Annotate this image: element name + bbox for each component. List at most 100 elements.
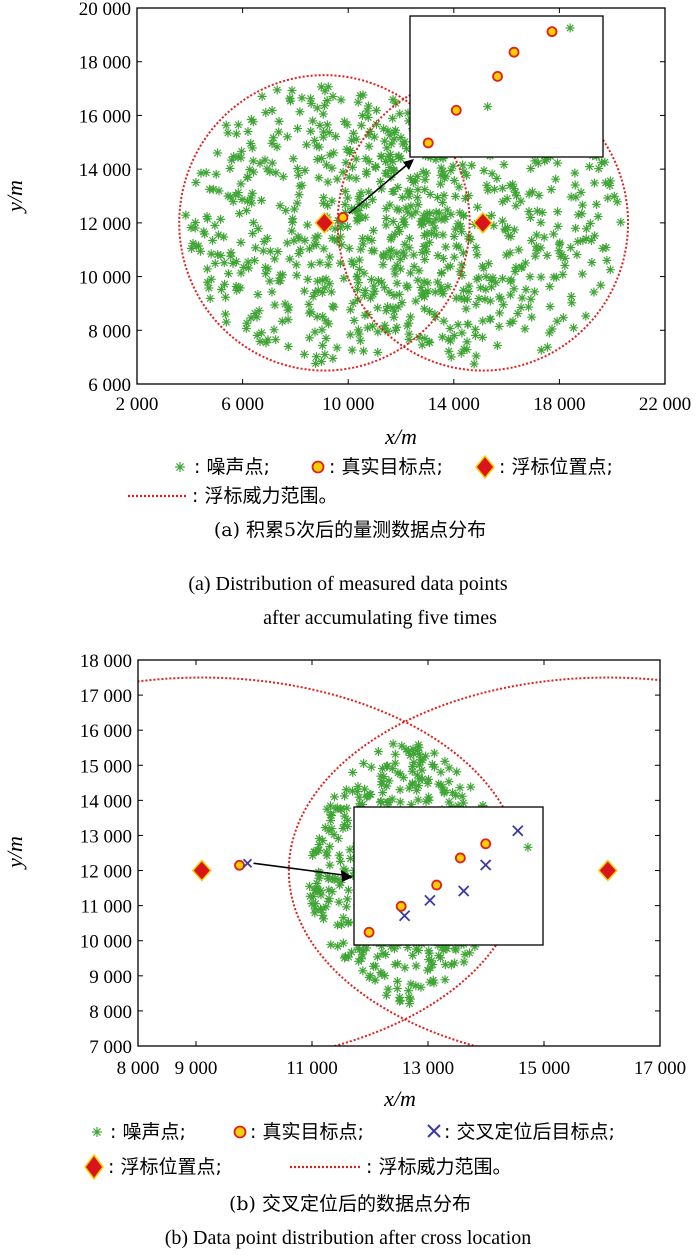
noise-point [437, 782, 447, 792]
noise-point [425, 338, 435, 348]
noise-point [292, 270, 302, 280]
noise-point [313, 885, 323, 895]
legend-b-buoy-symbol [84, 1153, 104, 1181]
noise-point [295, 245, 305, 255]
noise-point [270, 254, 280, 264]
buoy-marker [191, 859, 212, 882]
noise-point [601, 242, 611, 252]
noise-point [412, 785, 422, 795]
legend-true-target-symbol [311, 460, 325, 474]
noise-point [368, 289, 378, 299]
noise-point [355, 945, 365, 955]
inset-noise-point [483, 102, 493, 112]
noise-point [458, 285, 468, 295]
noise-point [299, 286, 309, 296]
noise-point [205, 184, 215, 194]
noise-point [439, 316, 449, 326]
noise-point [551, 174, 561, 184]
noise-point [446, 352, 456, 362]
noise-point [552, 158, 562, 168]
y-tick-label: 8 000 [88, 321, 131, 342]
x-tick-label: 17 000 [634, 1058, 686, 1079]
noise-point [558, 270, 568, 280]
inset-noise-point [523, 842, 533, 852]
noise-point [505, 290, 515, 300]
noise-point [328, 91, 338, 101]
noise-point [344, 172, 354, 182]
panel-a-plot-frame [136, 7, 666, 385]
noise-point [436, 268, 446, 278]
noise-point [208, 235, 218, 245]
noise-point [400, 239, 410, 249]
noise-point [273, 247, 283, 257]
noise-point [340, 200, 350, 210]
noise-point [460, 949, 470, 959]
noise-point [433, 277, 443, 287]
y-tick-label: 11 000 [80, 897, 132, 918]
noise-point [455, 783, 465, 793]
noise-point [545, 302, 555, 312]
noise-point [366, 762, 376, 772]
noise-point [419, 231, 429, 241]
noise-point [326, 940, 336, 950]
y-tick-label: 10 000 [79, 268, 131, 289]
noise-point [442, 944, 452, 954]
noise-point [206, 274, 216, 284]
noise-point [411, 944, 421, 954]
noise-point [278, 172, 288, 182]
inset-true-target [395, 900, 407, 912]
noise-point [596, 280, 606, 290]
noise-point [414, 749, 424, 759]
noise-point [478, 316, 488, 326]
noise-point [605, 265, 615, 275]
noise-point [367, 246, 377, 256]
noise-point [202, 212, 212, 222]
noise-point [304, 299, 314, 309]
noise-point [378, 788, 388, 798]
inset-cross-target [512, 825, 524, 837]
noise-point [464, 286, 474, 296]
noise-point [589, 287, 599, 297]
x-tick-label: 22 000 [639, 394, 691, 415]
noise-point [341, 158, 351, 168]
noise-point [445, 324, 455, 334]
noise-point [498, 300, 508, 310]
noise-point [267, 158, 277, 168]
noise-point [457, 328, 467, 338]
caption-a-en-line1: (a) Distribution of measured data points [188, 573, 508, 595]
noise-point [282, 238, 292, 248]
noise-point [436, 767, 446, 777]
noise-point [370, 975, 380, 985]
noise-point [295, 181, 305, 191]
noise-point [358, 234, 368, 244]
noise-point [319, 244, 329, 254]
noise-point [253, 290, 263, 300]
noise-point [499, 160, 509, 170]
noise-point [413, 185, 423, 195]
y-tick-label: 12 000 [80, 862, 132, 883]
noise-point [321, 316, 331, 326]
noise-point [216, 214, 226, 224]
noise-point [433, 193, 443, 203]
noise-point [373, 347, 383, 357]
noise-point [405, 994, 415, 1004]
noise-point [300, 165, 310, 175]
noise-point [577, 269, 587, 279]
noise-point [419, 292, 429, 302]
noise-point [406, 173, 416, 183]
noise-point [440, 975, 450, 985]
noise-point [443, 334, 453, 344]
noise-point [216, 284, 226, 294]
noise-point [487, 169, 497, 179]
noise-point [509, 225, 519, 235]
noise-point [381, 220, 391, 230]
noise-point [382, 990, 392, 1000]
noise-point [458, 160, 468, 170]
panel-b-x-axis-label: x/m [383, 1086, 416, 1111]
noise-point [384, 776, 394, 786]
noise-point [387, 794, 397, 804]
noise-point [413, 740, 423, 750]
noise-point [413, 200, 423, 210]
noise-point [423, 286, 433, 296]
inset-frame [353, 806, 544, 946]
